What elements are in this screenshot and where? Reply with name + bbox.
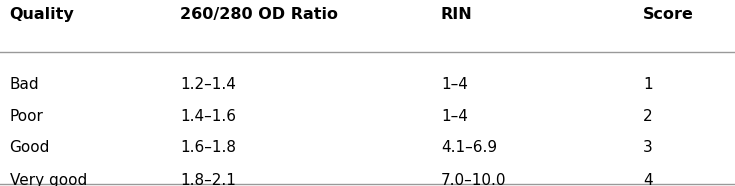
Text: 1.8–2.1: 1.8–2.1 [180, 173, 236, 186]
Text: 4: 4 [643, 173, 653, 186]
Text: 1.6–1.8: 1.6–1.8 [180, 140, 236, 155]
Text: RIN: RIN [441, 7, 473, 23]
Text: Good: Good [10, 140, 50, 155]
Text: 4.1–6.9: 4.1–6.9 [441, 140, 497, 155]
Text: Bad: Bad [10, 77, 39, 92]
Text: 260/280 OD Ratio: 260/280 OD Ratio [180, 7, 338, 23]
Text: 1–4: 1–4 [441, 109, 468, 124]
Text: 3: 3 [643, 140, 653, 155]
Text: 1.2–1.4: 1.2–1.4 [180, 77, 236, 92]
Text: Quality: Quality [10, 7, 74, 23]
Text: Score: Score [643, 7, 694, 23]
Text: 1–4: 1–4 [441, 77, 468, 92]
Text: Very good: Very good [10, 173, 87, 186]
Text: 7.0–10.0: 7.0–10.0 [441, 173, 506, 186]
Text: 1: 1 [643, 77, 653, 92]
Text: Poor: Poor [10, 109, 43, 124]
Text: 1.4–1.6: 1.4–1.6 [180, 109, 236, 124]
Text: 2: 2 [643, 109, 653, 124]
